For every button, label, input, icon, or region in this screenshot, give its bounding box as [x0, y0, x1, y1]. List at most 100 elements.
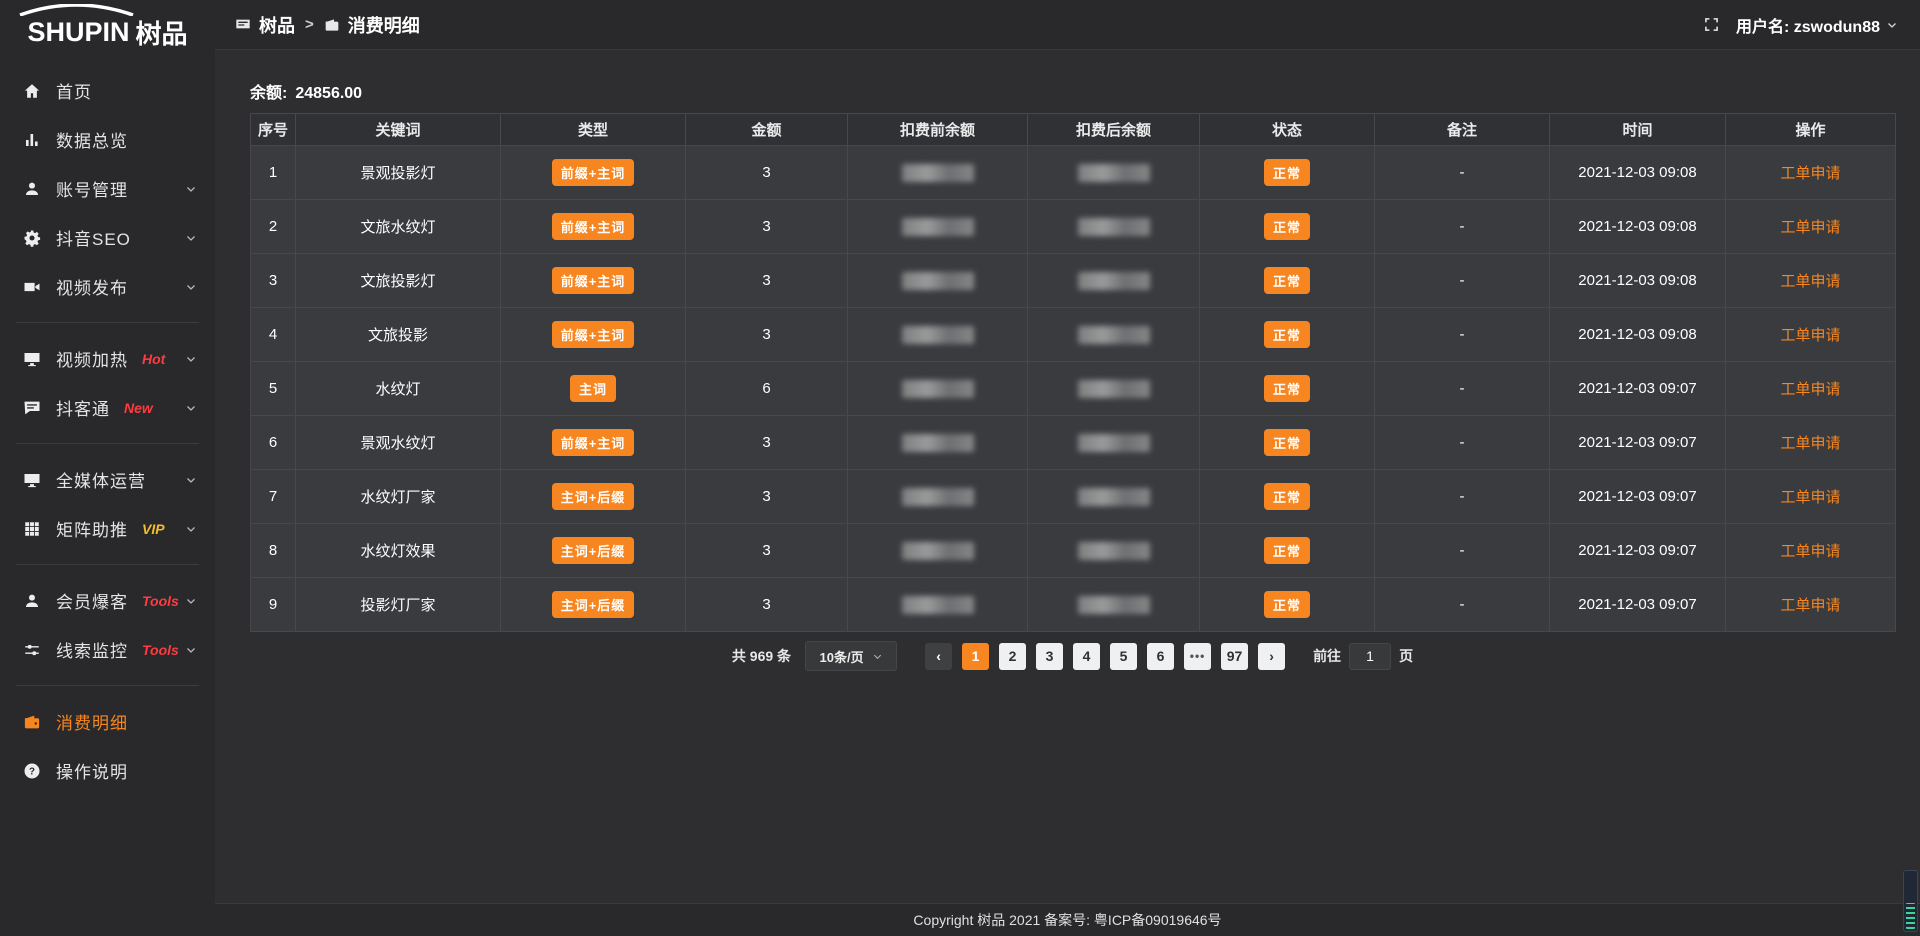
type-badge: 主词+后缀 — [551, 483, 635, 510]
cell-type: 主词+后缀 — [500, 577, 686, 632]
goto-page-input[interactable] — [1349, 642, 1392, 670]
work-order-link[interactable]: 工单申请 — [1780, 219, 1841, 236]
page-button-4[interactable]: 4 — [1073, 642, 1101, 670]
status-badge: 正常 — [1263, 591, 1310, 618]
chevron-down-icon — [185, 644, 197, 656]
page-button-97[interactable]: 97 — [1221, 642, 1249, 670]
redacted-value — [901, 595, 974, 614]
cell-type: 前缀+主词 — [500, 199, 686, 254]
prev-page-button[interactable]: ‹ — [925, 642, 953, 670]
username-label: 用户名: zswodun88 — [1735, 18, 1880, 36]
cell-balance-before — [847, 199, 1028, 254]
cell-remark: - — [1374, 253, 1550, 308]
col-time: 时间 — [1549, 113, 1726, 146]
work-order-link[interactable]: 工单申请 — [1780, 435, 1841, 452]
redacted-value — [1077, 541, 1150, 560]
page-button-2[interactable]: 2 — [999, 642, 1027, 670]
cell-balance-after — [1027, 577, 1200, 632]
page-button-5[interactable]: 5 — [1110, 642, 1138, 670]
table-row: 6 景观水纹灯 前缀+主词 3 正常 - 2021-12-03 09:07 工单… — [250, 415, 1896, 470]
status-badge: 正常 — [1263, 375, 1310, 402]
cell-status: 正常 — [1199, 523, 1375, 578]
sidebar-item-home[interactable]: 首页 — [0, 66, 215, 115]
sidebar-item-account-management[interactable]: 账号管理 — [0, 164, 215, 213]
chevron-down-icon — [185, 595, 197, 607]
redacted-value — [901, 325, 974, 344]
cell-action: 工单申请 — [1725, 145, 1896, 200]
cell-type: 主词 — [500, 361, 686, 416]
cell-amount: 3 — [685, 469, 848, 524]
sidebar-item-clue-monitoring[interactable]: 线索监控 Tools — [0, 625, 215, 674]
type-badge: 前缀+主词 — [551, 159, 635, 186]
cell-balance-after — [1027, 253, 1200, 308]
meter-bars — [1906, 903, 1915, 929]
cell-balance-after — [1027, 361, 1200, 416]
work-order-link[interactable]: 工单申请 — [1780, 273, 1841, 290]
sidebar-item-all-media-operation[interactable]: 全媒体运营 — [0, 455, 215, 504]
cell-seq: 9 — [250, 577, 296, 632]
more-pages-button[interactable]: ••• — [1184, 642, 1212, 670]
cell-balance-before — [847, 253, 1028, 308]
sidebar-item-label: 视频发布 — [56, 279, 128, 298]
cell-amount: 3 — [685, 253, 848, 308]
status-badge: 正常 — [1263, 483, 1310, 510]
bar-chart-icon — [22, 130, 42, 150]
chevron-down-icon — [185, 183, 197, 195]
chevron-down-icon — [872, 651, 883, 662]
cell-balance-before — [847, 361, 1028, 416]
cell-status: 正常 — [1199, 415, 1375, 470]
menu-divider — [16, 564, 199, 565]
redacted-value — [1077, 487, 1150, 506]
fullscreen-icon[interactable] — [1703, 16, 1720, 33]
page-button-3[interactable]: 3 — [1036, 642, 1064, 670]
sidebar: SHUPIN 树品 首页 数据总览 账号管理 抖音SEO — [0, 0, 215, 936]
user-menu[interactable]: 用户名: zswodun88 — [1736, 13, 1898, 37]
comment-icon — [22, 398, 42, 418]
sidebar-item-douyin-seo[interactable]: 抖音SEO — [0, 213, 215, 262]
sidebar-item-video-heating[interactable]: 视频加热 Hot — [0, 334, 215, 383]
work-order-link[interactable]: 工单申请 — [1780, 381, 1841, 398]
sidebar-item-member-explosion[interactable]: 会员爆客 Tools — [0, 576, 215, 625]
breadcrumb-root[interactable]: 树品 — [259, 15, 295, 36]
work-order-link[interactable]: 工单申请 — [1780, 543, 1841, 560]
wallet-icon — [22, 712, 42, 732]
cell-balance-after — [1027, 145, 1200, 200]
type-badge: 前缀+主词 — [551, 429, 635, 456]
type-badge: 前缀+主词 — [551, 321, 635, 348]
sidebar-item-instructions[interactable]: ? 操作说明 — [0, 746, 215, 795]
home-icon — [22, 81, 42, 101]
goto-page: 前往 页 — [1313, 642, 1413, 670]
balance-label: 余额: — [250, 85, 288, 102]
table-row: 5 水纹灯 主词 6 正常 - 2021-12-03 09:07 工单申请 — [250, 361, 1896, 416]
sidebar-item-data-overview[interactable]: 数据总览 — [0, 115, 215, 164]
work-order-link[interactable]: 工单申请 — [1780, 489, 1841, 506]
work-order-link[interactable]: 工单申请 — [1780, 327, 1841, 344]
redacted-value — [1077, 595, 1150, 614]
redacted-value — [901, 541, 974, 560]
chevron-down-icon — [185, 281, 197, 293]
sidebar-item-label: 线索监控 — [56, 642, 128, 661]
page-button-1[interactable]: 1 — [962, 642, 990, 670]
cell-balance-after — [1027, 199, 1200, 254]
next-page-button[interactable]: › — [1258, 642, 1286, 670]
work-order-link[interactable]: 工单申请 — [1780, 165, 1841, 182]
col-keyword: 关键词 — [295, 113, 501, 146]
work-order-link[interactable]: 工单申请 — [1780, 597, 1841, 614]
sidebar-item-matrix-boost[interactable]: 矩阵助推 VIP — [0, 504, 215, 553]
cell-keyword: 景观投影灯 — [295, 145, 501, 200]
cell-keyword: 景观水纹灯 — [295, 415, 501, 470]
sidebar-item-consumption-details[interactable]: 消费明细 — [0, 697, 215, 746]
page-button-6[interactable]: 6 — [1147, 642, 1175, 670]
sliders-icon — [22, 640, 42, 660]
sidebar-item-video-publish[interactable]: 视频发布 — [0, 262, 215, 311]
cell-balance-after — [1027, 307, 1200, 362]
cell-time: 2021-12-03 09:08 — [1549, 253, 1726, 308]
sidebar-item-douketong[interactable]: 抖客通 New — [0, 383, 215, 432]
logo-arc-icon — [14, 4, 139, 16]
status-badge: 正常 — [1263, 267, 1310, 294]
page-size-select[interactable]: 10条/页 — [805, 641, 898, 671]
col-amount: 金额 — [685, 113, 848, 146]
cell-balance-before — [847, 523, 1028, 578]
menu-divider — [16, 322, 199, 323]
cell-keyword: 投影灯厂家 — [295, 577, 501, 632]
